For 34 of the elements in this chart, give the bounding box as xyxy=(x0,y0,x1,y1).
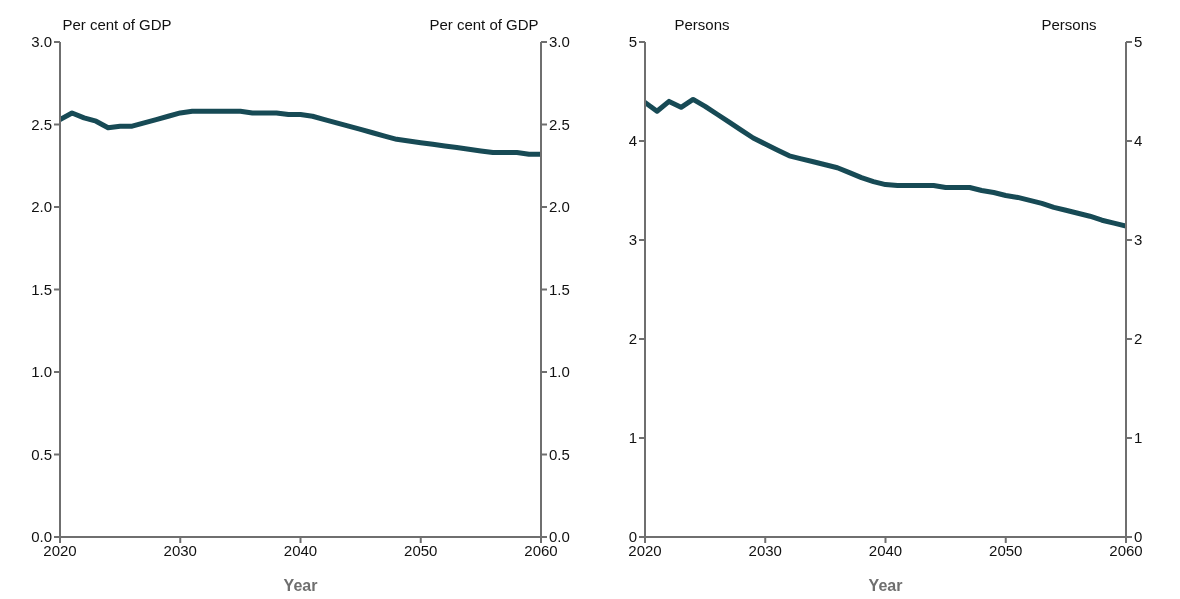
y-axis-title: Persons xyxy=(673,16,731,34)
y-tick-label: 2.0 xyxy=(31,198,52,216)
y-tick-label: 0.5 xyxy=(31,445,52,463)
x-tick-label: 2040 xyxy=(868,541,903,559)
y-tick-label: 3 xyxy=(628,231,637,249)
y-tick-label: 2 xyxy=(628,330,637,348)
y-tick-label: 5 xyxy=(628,33,637,51)
y2-axis-title: Per cent of GDP xyxy=(429,16,539,34)
y2-tick-label: 2.0 xyxy=(549,198,570,216)
x-tick-label: 2030 xyxy=(163,541,197,559)
y-axis-title: Per cent of GDP xyxy=(62,16,172,34)
y2-tick-label: 1.0 xyxy=(549,363,570,381)
x-tick-label: 2040 xyxy=(283,541,318,559)
y-tick-label: 2.5 xyxy=(31,115,52,133)
x-axis-title: Year xyxy=(283,577,318,594)
x-tick-label: 2050 xyxy=(404,541,438,559)
y2-tick-label: 0.5 xyxy=(549,445,570,463)
y-tick-label: 4 xyxy=(628,132,637,150)
y-tick-label: 3.0 xyxy=(31,33,52,51)
y-tick-label: 1.0 xyxy=(31,363,52,381)
x-axis-title: Year xyxy=(868,577,903,594)
y2-tick-label: 2.5 xyxy=(549,115,570,133)
y2-tick-label: 4 xyxy=(1134,132,1143,150)
x-tick-label: 2030 xyxy=(748,541,782,559)
y-tick-label: 1.5 xyxy=(31,280,52,298)
y-tick-label: 1 xyxy=(628,429,637,447)
y2-tick-label: 1.5 xyxy=(549,280,570,298)
y2-axis-title: Persons xyxy=(1040,16,1098,34)
y2-tick-label: 3 xyxy=(1134,231,1143,249)
y2-tick-label: 5 xyxy=(1134,33,1143,51)
y2-tick-label: 3.0 xyxy=(549,33,570,51)
x-tick-label: 2050 xyxy=(989,541,1023,559)
y2-tick-label: 2 xyxy=(1134,330,1143,348)
y2-tick-label: 1 xyxy=(1134,429,1143,447)
